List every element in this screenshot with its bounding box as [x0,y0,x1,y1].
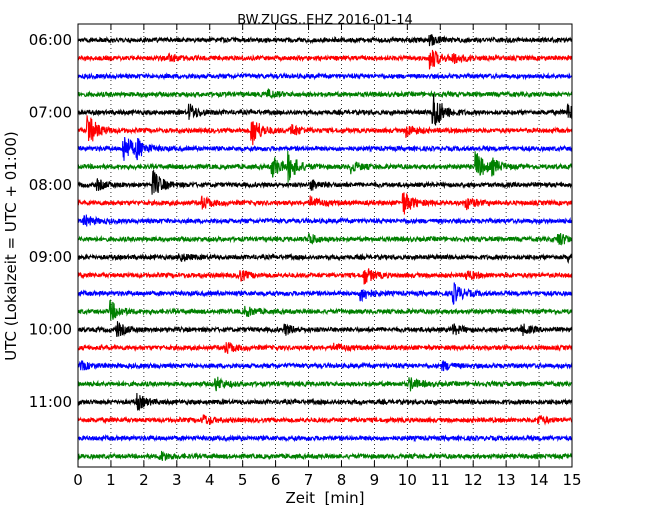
y-tick-label: 11:00 [29,393,72,411]
x-tick-label: 4 [205,471,215,489]
seismic-trace [77,88,573,99]
seismic-trace [77,150,573,183]
seismic-trace [77,71,573,81]
seismic-trace [77,450,573,462]
chart-title: BW.ZUGS..EHZ 2016-01-14 [237,13,413,28]
seismic-trace [77,214,573,227]
seismic-trace [77,49,573,70]
x-tick-label: 2 [139,471,149,489]
y-tick-label: 10:00 [29,321,72,339]
y-tick-label: 06:00 [29,31,72,49]
seismic-trace [77,170,573,195]
seismic-trace [77,414,573,426]
x-tick-label: 10 [398,471,417,489]
seismic-trace [77,433,573,443]
seismic-trace [77,93,573,126]
x-axis-label: Zeit [min] [285,489,364,507]
x-tick-label: 11 [431,471,450,489]
seismic-trace [77,252,573,264]
y-axis-ticks: 06:00 07:00 08:00 09:00 10:00 11:00 [29,31,572,411]
x-tick-label: 3 [172,471,182,489]
seismic-trace [77,232,573,246]
seismic-trace [77,268,573,285]
x-tick-label: 7 [304,471,314,489]
seismic-trace [77,299,573,321]
y-tick-label: 08:00 [29,176,72,194]
seismic-trace [77,136,573,161]
x-tick-label: 12 [464,471,483,489]
x-tick-label: 0 [73,471,83,489]
x-tick-label: 8 [337,471,347,489]
seismic-trace [77,34,573,47]
x-tick-label: 1 [106,471,116,489]
seismic-trace [77,392,573,412]
plot-frame [77,23,573,468]
x-tick-label: 9 [370,471,380,489]
seismic-traces [77,34,573,462]
x-axis-ticks: 0 1 2 3 4 5 6 7 8 9 10 11 12 13 14 15 [73,24,582,489]
y-tick-label: 07:00 [29,103,72,121]
seismic-trace [77,321,573,338]
y-tick-label: 09:00 [29,248,72,266]
x-tick-label: 6 [271,471,281,489]
seismic-trace [77,376,573,392]
y-axis-label: UTC (Lokalzeit = UTC + 01:00) [2,131,20,361]
x-tick-label: 14 [530,471,549,489]
seismic-trace [77,282,573,305]
seismic-trace [77,341,573,354]
seismic-trace [77,192,573,215]
x-tick-label: 5 [238,471,248,489]
x-tick-label: 15 [562,471,581,489]
seismic-trace [77,115,573,146]
x-tick-label: 13 [497,471,516,489]
seismic-trace [77,360,573,372]
